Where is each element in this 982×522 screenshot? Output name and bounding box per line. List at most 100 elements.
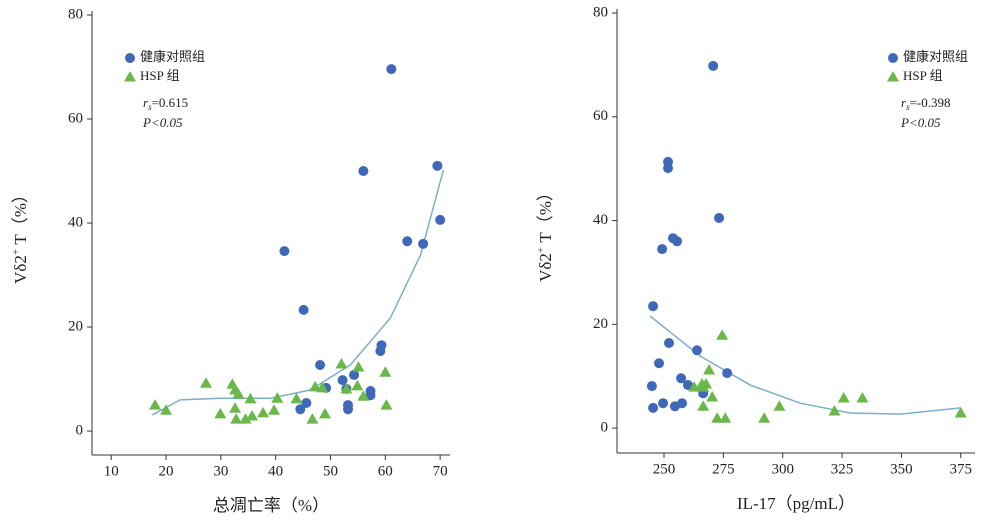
y-label-sup: + bbox=[535, 247, 547, 253]
point bbox=[837, 392, 850, 403]
point bbox=[149, 399, 162, 410]
y-label-rest: T（%） bbox=[11, 186, 30, 249]
point bbox=[298, 304, 309, 315]
y-tick-label: 0 bbox=[601, 420, 609, 436]
point bbox=[682, 380, 693, 391]
y-label-main: Vδ2 bbox=[536, 253, 555, 282]
x-tick-label: 325 bbox=[831, 461, 854, 477]
point bbox=[676, 373, 687, 384]
point bbox=[386, 64, 397, 75]
point bbox=[352, 361, 365, 372]
point bbox=[677, 398, 688, 409]
point bbox=[246, 409, 259, 421]
stat-subscript: s bbox=[906, 102, 910, 112]
point bbox=[719, 412, 732, 423]
x-tick-label: 10 bbox=[104, 463, 119, 479]
y-label-main: Vδ2 bbox=[11, 255, 30, 284]
point bbox=[316, 381, 329, 393]
point bbox=[290, 392, 303, 404]
x-tick-label: 250 bbox=[653, 461, 676, 477]
stat-value: =0.615 bbox=[152, 95, 189, 110]
point bbox=[306, 413, 319, 424]
stat-r: rs=0.615 bbox=[143, 95, 188, 112]
point bbox=[268, 404, 281, 415]
point bbox=[663, 338, 674, 348]
point bbox=[230, 413, 243, 424]
point bbox=[856, 392, 869, 403]
y-axis-label: Vδ2+ T（%） bbox=[10, 186, 30, 284]
point bbox=[708, 60, 719, 71]
point bbox=[244, 392, 257, 404]
y-tick-label: 80 bbox=[68, 6, 83, 22]
point bbox=[773, 400, 786, 411]
legend-marker bbox=[124, 71, 136, 82]
y-tick-label: 60 bbox=[593, 108, 608, 124]
point bbox=[160, 404, 173, 415]
point bbox=[714, 212, 725, 223]
point bbox=[716, 329, 729, 340]
point bbox=[703, 363, 716, 375]
point bbox=[257, 406, 270, 418]
point bbox=[379, 366, 392, 377]
stat-value: =-0.398 bbox=[910, 95, 951, 110]
stat-p: P<0.05 bbox=[900, 115, 941, 130]
point bbox=[663, 163, 674, 174]
point bbox=[654, 358, 665, 369]
y-tick-label: 60 bbox=[68, 110, 83, 126]
point bbox=[380, 399, 393, 410]
legend-marker bbox=[887, 71, 899, 82]
y-tick-label: 40 bbox=[68, 214, 83, 230]
legend-marker bbox=[125, 53, 135, 63]
point bbox=[232, 388, 245, 399]
point bbox=[648, 301, 659, 312]
x-tick-label: 50 bbox=[323, 463, 338, 479]
point bbox=[706, 390, 719, 402]
stat-symbol: r bbox=[143, 95, 149, 110]
point bbox=[279, 246, 290, 257]
x-axis-label: IL-17（pg/mL） bbox=[737, 494, 855, 513]
point bbox=[319, 407, 332, 419]
point bbox=[200, 377, 213, 388]
x-tick-label: 70 bbox=[433, 463, 448, 479]
x-tick-label: 60 bbox=[378, 463, 393, 479]
point bbox=[402, 236, 413, 247]
point bbox=[697, 400, 710, 411]
point bbox=[335, 357, 348, 369]
point bbox=[365, 390, 376, 401]
point bbox=[697, 381, 710, 392]
point bbox=[954, 407, 967, 418]
point bbox=[358, 166, 369, 177]
point bbox=[692, 345, 703, 356]
y-tick-label: 20 bbox=[593, 316, 608, 332]
y-tick-label: 0 bbox=[76, 423, 84, 439]
point bbox=[357, 390, 370, 401]
y-label-sup: + bbox=[10, 249, 22, 255]
point bbox=[828, 404, 841, 416]
legend-label: HSP 组 bbox=[903, 68, 943, 83]
y-label-rest: T（%） bbox=[536, 184, 555, 247]
point bbox=[711, 412, 724, 423]
point bbox=[301, 397, 312, 408]
y-tick-label: 40 bbox=[593, 212, 608, 228]
legend-label: 健康对照组 bbox=[903, 49, 968, 64]
x-tick-label: 375 bbox=[950, 461, 973, 477]
legend-label: 健康对照组 bbox=[140, 49, 205, 64]
point bbox=[337, 375, 348, 386]
fit-curve bbox=[649, 315, 961, 415]
stat-subscript: s bbox=[148, 102, 152, 112]
point bbox=[688, 381, 701, 392]
point bbox=[658, 398, 669, 409]
point bbox=[657, 244, 668, 255]
point bbox=[351, 379, 364, 391]
point bbox=[349, 369, 360, 380]
point bbox=[315, 360, 326, 371]
point bbox=[229, 402, 242, 413]
point bbox=[432, 160, 443, 171]
point bbox=[340, 382, 353, 394]
point bbox=[758, 412, 771, 423]
point bbox=[722, 368, 733, 379]
point bbox=[239, 413, 252, 424]
x-tick-label: 20 bbox=[159, 463, 174, 479]
y-tick-label: 80 bbox=[593, 4, 608, 20]
x-tick-label: 350 bbox=[890, 461, 913, 477]
